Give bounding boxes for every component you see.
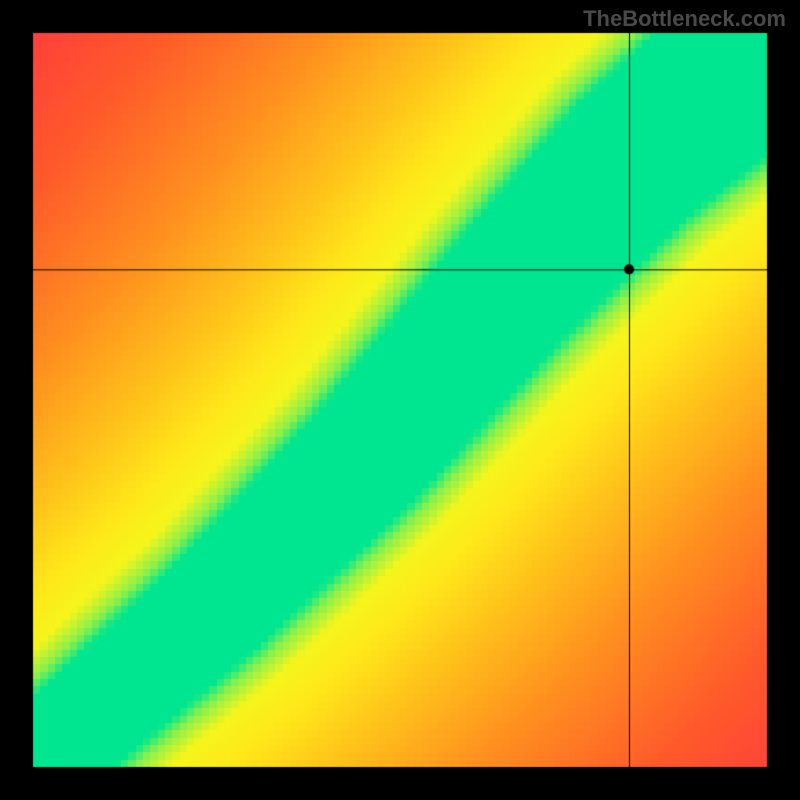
bottleneck-heatmap: [0, 0, 800, 800]
chart-container: { "watermark": { "text": "TheBottleneck.…: [0, 0, 800, 800]
watermark-text: TheBottleneck.com: [583, 6, 786, 32]
